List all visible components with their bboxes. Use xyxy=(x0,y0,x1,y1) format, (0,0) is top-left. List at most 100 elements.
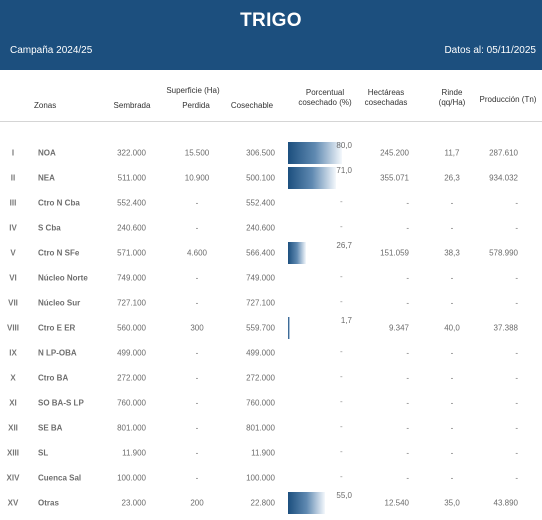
hectareas-cosechadas-value: - xyxy=(406,348,409,358)
table-row: XI SO BA-S LP 760.000 - 760.000 - - - - xyxy=(0,392,542,414)
percent-harvested-bar xyxy=(288,142,343,164)
perdida-value: 200 xyxy=(190,498,204,508)
col-header-hectareas-line1: Hectáreas xyxy=(367,88,405,97)
zone-name: Núcleo Norte xyxy=(38,273,88,283)
row-number: XIII xyxy=(6,448,19,458)
rinde-value: - xyxy=(450,373,454,383)
produccion-value: 287.610 xyxy=(489,148,518,158)
sembrada-value: 23.000 xyxy=(121,498,146,508)
sembrada-value: 749.000 xyxy=(117,273,146,283)
percent-harvested-bar xyxy=(288,317,290,339)
rinde-value: - xyxy=(450,448,454,458)
row-number: IV xyxy=(9,223,17,233)
row-number: IX xyxy=(9,348,17,358)
row-number: VII xyxy=(8,298,18,308)
percent-harvested-value: - xyxy=(340,197,343,206)
header-divider xyxy=(0,121,542,122)
perdida-value: - xyxy=(195,298,199,308)
percent-harvested-cell: 71,0 xyxy=(288,166,352,189)
table-row: IV S Cba 240.600 - 240.600 - - - - xyxy=(0,217,542,239)
hectareas-cosechadas-value: - xyxy=(406,298,409,308)
perdida-value: - xyxy=(195,473,199,483)
table-row: VII Núcleo Sur 727.100 - 727.100 - - - - xyxy=(0,292,542,314)
table-row: XII SE BA 801.000 - 801.000 - - - - xyxy=(0,417,542,439)
produccion-value: - xyxy=(515,473,518,483)
percent-harvested-value: 80,0 xyxy=(336,141,352,150)
perdida-value: 10.900 xyxy=(184,173,210,183)
cosechable-value: 306.500 xyxy=(246,148,275,158)
table-row: XIII SL 11.900 - 11.900 - - - - xyxy=(0,442,542,464)
sembrada-value: 240.600 xyxy=(117,223,146,233)
sembrada-value: 552.400 xyxy=(117,198,146,208)
zone-name: Ctro N Cba xyxy=(38,198,80,208)
cosechable-value: 272.000 xyxy=(246,373,275,383)
hectareas-cosechadas-value: - xyxy=(406,373,409,383)
sembrada-value: 511.000 xyxy=(117,173,146,183)
percent-harvested-bar xyxy=(288,492,326,514)
sembrada-value: 571.000 xyxy=(117,248,146,258)
percent-harvested-value: - xyxy=(340,222,343,231)
cosechable-value: 22.800 xyxy=(250,498,275,508)
col-header-zonas: Zonas xyxy=(34,101,57,110)
produccion-value: - xyxy=(515,373,518,383)
produccion-value: - xyxy=(515,223,518,233)
cosechable-value: 100.000 xyxy=(246,473,275,483)
hectareas-cosechadas-value: - xyxy=(406,473,409,483)
data-date-label: Datos al: 05/11/2025 xyxy=(444,45,536,56)
rinde-value: - xyxy=(450,223,454,233)
table-row: II NEA 511.000 10.900 500.100 71,0 355.071 26,3… xyxy=(0,166,542,189)
rinde-value: - xyxy=(450,298,454,308)
percent-harvested-value: - xyxy=(340,397,343,406)
cosechable-value: 559.700 xyxy=(246,323,275,333)
percent-harvested-value: - xyxy=(340,347,343,356)
row-number: X xyxy=(10,373,16,383)
rinde-value: - xyxy=(450,473,454,483)
cosechable-value: 760.000 xyxy=(246,398,275,408)
col-header-superficie: Superficie (Ha) xyxy=(166,86,220,95)
hectareas-cosechadas-value: - xyxy=(406,223,409,233)
produccion-value: 578.990 xyxy=(489,248,518,258)
sembrada-value: 272.000 xyxy=(117,373,146,383)
produccion-value: 43.890 xyxy=(493,498,518,508)
rinde-value: 38,3 xyxy=(444,248,460,258)
zone-name: Cuenca Sal xyxy=(38,473,82,483)
produccion-value: - xyxy=(515,348,518,358)
row-number: XII xyxy=(8,423,18,433)
sembrada-value: 760.000 xyxy=(117,398,146,408)
zone-name: Ctro BA xyxy=(38,373,69,383)
perdida-value: 15.500 xyxy=(184,148,210,158)
table-row: IX N LP-OBA 499.000 - 499.000 - - - - xyxy=(0,342,542,364)
row-number: II xyxy=(10,173,16,183)
hectareas-cosechadas-value: 12.540 xyxy=(384,498,409,508)
rinde-value: - xyxy=(450,273,454,283)
rinde-value: 11,7 xyxy=(444,148,460,158)
produccion-value: - xyxy=(515,198,518,208)
zone-name: Ctro E ER xyxy=(38,323,76,333)
percent-harvested-value: 26,7 xyxy=(336,241,352,250)
perdida-value: 300 xyxy=(190,323,204,333)
percent-harvested-bar xyxy=(288,167,337,189)
sembrada-value: 100.000 xyxy=(117,473,146,483)
table-row: XIV Cuenca Sal 100.000 - 100.000 - - - - xyxy=(0,467,542,489)
cosechable-value: 727.100 xyxy=(246,298,275,308)
rinde-value: - xyxy=(450,398,454,408)
percent-harvested-cell: - xyxy=(288,217,352,239)
table-row: X Ctro BA 272.000 - 272.000 - - - - xyxy=(0,367,542,389)
cosechable-value: 552.400 xyxy=(246,198,275,208)
perdida-value: - xyxy=(195,423,199,433)
row-number: V xyxy=(10,248,16,258)
perdida-value: - xyxy=(195,273,199,283)
hectareas-cosechadas-value: 245.200 xyxy=(380,148,409,158)
col-header-sembrada: Sembrada xyxy=(113,101,151,110)
zone-name: NOA xyxy=(38,148,56,158)
col-header-hectareas-line2: cosechadas xyxy=(364,98,408,107)
percent-harvested-value: - xyxy=(340,372,343,381)
rinde-value: 26,3 xyxy=(444,173,460,183)
row-number: XV xyxy=(7,498,19,508)
table-row: III Ctro N Cba 552.400 - 552.400 - - - - xyxy=(0,192,542,214)
table-row: VIII Ctro E ER 560.000 300 559.700 1,7 9.347 40… xyxy=(0,316,542,339)
row-number: I xyxy=(11,148,15,158)
hectareas-cosechadas-value: - xyxy=(406,273,409,283)
percent-harvested-cell: 26,7 xyxy=(288,241,352,264)
col-header-porcentual: Porcentual cosechado (%) xyxy=(285,88,365,108)
